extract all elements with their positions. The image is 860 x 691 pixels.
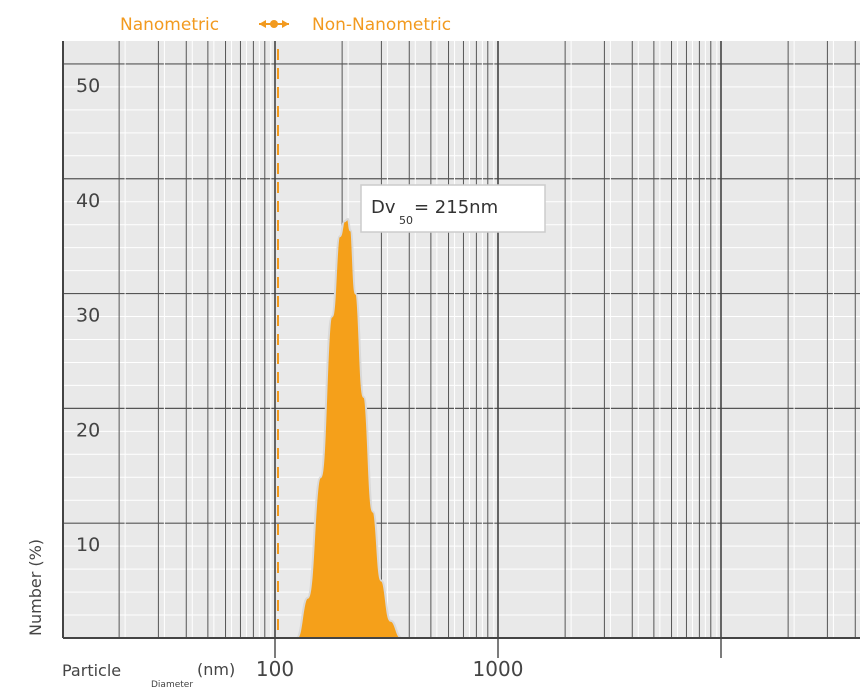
- x-tick-labels: 100 1000: [256, 657, 524, 681]
- non-nanometric-label: Non-Nanometric: [312, 15, 451, 35]
- x-axis-title-subscript: Diameter: [151, 680, 193, 690]
- x-tick-label: 100: [256, 657, 294, 681]
- y-tick-label: 30: [76, 305, 100, 327]
- nanometric-label: Nanometric: [120, 15, 219, 35]
- grid-lines: [63, 41, 860, 658]
- distribution-area: [295, 217, 403, 639]
- double-arrow-icon: [259, 20, 289, 28]
- x-tick-label: 1000: [473, 657, 524, 681]
- dv50-annotation: Dv 50 = 215nm: [360, 184, 546, 233]
- annotation-box: [360, 184, 546, 233]
- y-tick-label: 20: [76, 419, 100, 441]
- annotation-subscript: 50: [399, 214, 413, 227]
- y-tick-label: 50: [76, 75, 100, 97]
- annotation-value: = 215nm: [414, 197, 498, 218]
- y-tick-label: 40: [76, 190, 100, 212]
- x-axis-unit: (nm): [197, 660, 235, 679]
- y-tick-labels: 10 20 30 40 50: [76, 75, 100, 556]
- annotation-prefix: Dv: [371, 197, 396, 218]
- y-axis-title: Number (%): [26, 539, 45, 636]
- x-axis-title: Particle: [62, 661, 121, 680]
- y-tick-label: 10: [76, 534, 100, 556]
